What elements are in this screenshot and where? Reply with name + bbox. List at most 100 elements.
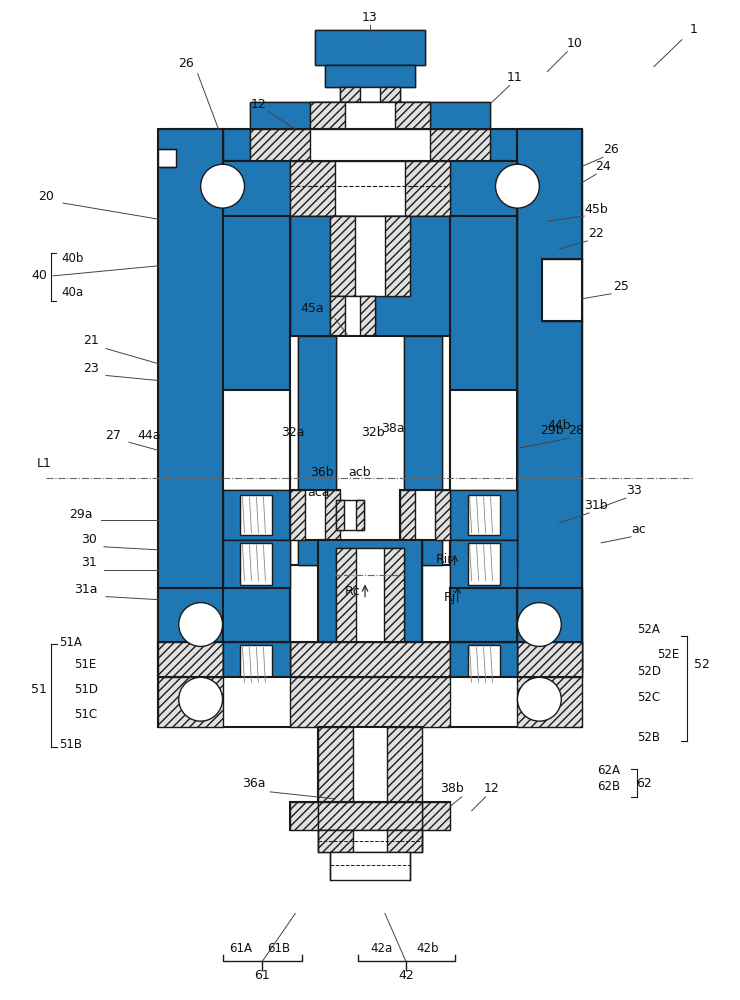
- Bar: [325, 65, 415, 87]
- Bar: [340, 87, 400, 102]
- Bar: [158, 588, 223, 677]
- Circle shape: [179, 677, 223, 721]
- Text: 31: 31: [81, 556, 97, 569]
- Bar: [450, 588, 517, 642]
- Bar: [330, 852, 410, 880]
- Text: 29b: 29b: [540, 424, 564, 437]
- Bar: [330, 296, 375, 336]
- Text: 44b: 44b: [548, 419, 571, 432]
- Text: 61B: 61B: [267, 942, 290, 955]
- Bar: [336, 548, 404, 661]
- Text: 44a: 44a: [137, 429, 161, 442]
- Text: 36a: 36a: [242, 777, 265, 790]
- Bar: [158, 677, 223, 727]
- Text: 51A: 51A: [59, 636, 82, 649]
- Text: ac: ac: [632, 523, 646, 536]
- Bar: [450, 490, 517, 540]
- Bar: [330, 296, 345, 336]
- Text: 52C: 52C: [637, 691, 660, 704]
- Bar: [318, 540, 422, 669]
- Bar: [315, 30, 425, 65]
- Text: 24: 24: [595, 160, 611, 173]
- Bar: [430, 129, 490, 161]
- Bar: [223, 161, 517, 216]
- Circle shape: [496, 164, 539, 208]
- Bar: [387, 727, 422, 802]
- Bar: [400, 490, 450, 540]
- Bar: [468, 495, 500, 535]
- Bar: [380, 87, 400, 102]
- Bar: [422, 802, 450, 830]
- Bar: [318, 830, 422, 852]
- Bar: [290, 216, 450, 336]
- Text: 20: 20: [38, 190, 54, 203]
- Bar: [450, 642, 517, 687]
- Bar: [330, 216, 410, 296]
- Text: 52D: 52D: [637, 665, 661, 678]
- Text: 36b: 36b: [310, 466, 334, 479]
- Bar: [250, 129, 310, 161]
- Bar: [158, 129, 223, 672]
- Bar: [404, 336, 442, 565]
- Bar: [158, 677, 582, 727]
- Bar: [250, 129, 490, 161]
- Text: 25: 25: [613, 280, 629, 293]
- Text: Rir: Rir: [436, 553, 454, 566]
- Text: Rj: Rj: [443, 591, 456, 604]
- Text: 40b: 40b: [61, 252, 84, 265]
- Bar: [318, 540, 422, 669]
- Bar: [223, 540, 290, 588]
- Text: 31b: 31b: [585, 499, 608, 512]
- Text: 61: 61: [255, 969, 270, 982]
- Bar: [223, 490, 290, 540]
- Bar: [325, 490, 340, 540]
- Bar: [240, 543, 272, 585]
- Text: Rc: Rc: [345, 585, 361, 598]
- Bar: [158, 642, 223, 677]
- Text: 52A: 52A: [637, 623, 660, 636]
- Text: 38b: 38b: [440, 782, 463, 795]
- Text: 27: 27: [105, 429, 121, 442]
- Text: 42: 42: [398, 969, 414, 982]
- Bar: [290, 677, 450, 727]
- Bar: [240, 645, 272, 684]
- Text: 42a: 42a: [371, 942, 393, 955]
- Bar: [158, 129, 223, 672]
- Bar: [450, 390, 517, 565]
- Bar: [450, 216, 517, 565]
- Text: 38a: 38a: [381, 422, 405, 435]
- Bar: [315, 30, 425, 65]
- Bar: [360, 296, 375, 336]
- Bar: [290, 642, 450, 677]
- Text: 33: 33: [626, 484, 642, 497]
- Bar: [517, 642, 582, 677]
- Text: 13: 13: [362, 11, 378, 24]
- Text: 52E: 52E: [657, 648, 679, 661]
- Bar: [405, 161, 450, 216]
- Text: 28: 28: [568, 424, 584, 437]
- Bar: [325, 65, 415, 87]
- Text: 40: 40: [31, 269, 47, 282]
- Text: 40a: 40a: [61, 286, 84, 299]
- Bar: [385, 216, 410, 296]
- Bar: [250, 102, 490, 129]
- Bar: [223, 216, 290, 565]
- Bar: [158, 149, 175, 167]
- Text: 61A: 61A: [229, 942, 252, 955]
- Circle shape: [517, 677, 561, 721]
- Text: 1: 1: [690, 23, 698, 36]
- Text: 23: 23: [83, 362, 99, 375]
- Bar: [517, 588, 582, 677]
- Text: 26: 26: [603, 143, 619, 156]
- Bar: [468, 543, 500, 585]
- Bar: [171, 129, 569, 161]
- Bar: [223, 642, 517, 677]
- Bar: [290, 216, 450, 336]
- Bar: [171, 129, 569, 161]
- Bar: [318, 727, 353, 802]
- Bar: [158, 588, 223, 677]
- Text: 62: 62: [636, 777, 652, 790]
- Text: 51B: 51B: [59, 738, 82, 751]
- Bar: [290, 336, 450, 565]
- Text: 10: 10: [566, 37, 582, 50]
